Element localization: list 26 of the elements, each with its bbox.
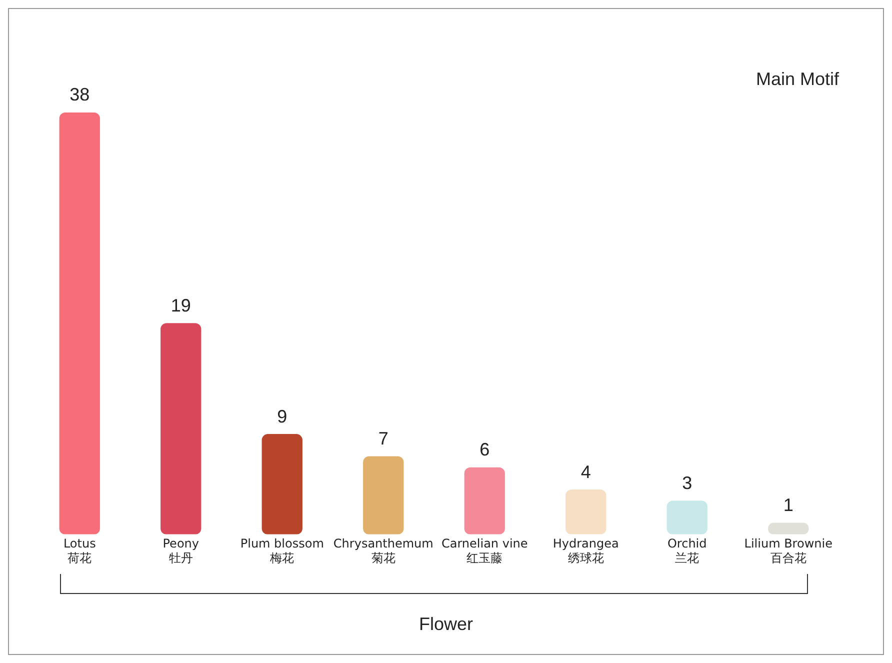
bar xyxy=(59,112,100,534)
bar xyxy=(464,467,505,534)
bar xyxy=(566,490,606,534)
bar xyxy=(768,522,809,534)
x-axis-title: Flower xyxy=(418,614,474,635)
data-label: 6 xyxy=(480,440,490,460)
x-tick-label: Orchid 兰花 xyxy=(667,536,707,565)
chart-title: Main Motif xyxy=(756,68,840,89)
x-tick-label: Plum blossom 梅花 xyxy=(240,536,324,565)
data-label: 9 xyxy=(277,406,288,426)
data-label: 4 xyxy=(580,462,591,482)
x-tick-label: Chrysanthemum 菊花 xyxy=(333,536,434,565)
bar xyxy=(160,323,202,534)
x-tick-label: Carnelian vine 红玉藤 xyxy=(441,536,528,565)
bar xyxy=(363,456,404,534)
bar xyxy=(262,434,302,534)
data-label: 1 xyxy=(783,495,794,516)
x-tick-label: Lotus 荷花 xyxy=(63,536,96,565)
data-label: 3 xyxy=(682,472,692,493)
data-label: 38 xyxy=(70,84,90,105)
x-tick-label: Lilium Brownie 百合花 xyxy=(744,536,832,565)
bar xyxy=(666,500,708,534)
data-label: 7 xyxy=(378,428,388,449)
x-tick-label: Hydrangea 绣球花 xyxy=(552,536,619,565)
data-label: 19 xyxy=(170,295,191,316)
x-tick-label: Peony 牡丹 xyxy=(162,536,199,565)
